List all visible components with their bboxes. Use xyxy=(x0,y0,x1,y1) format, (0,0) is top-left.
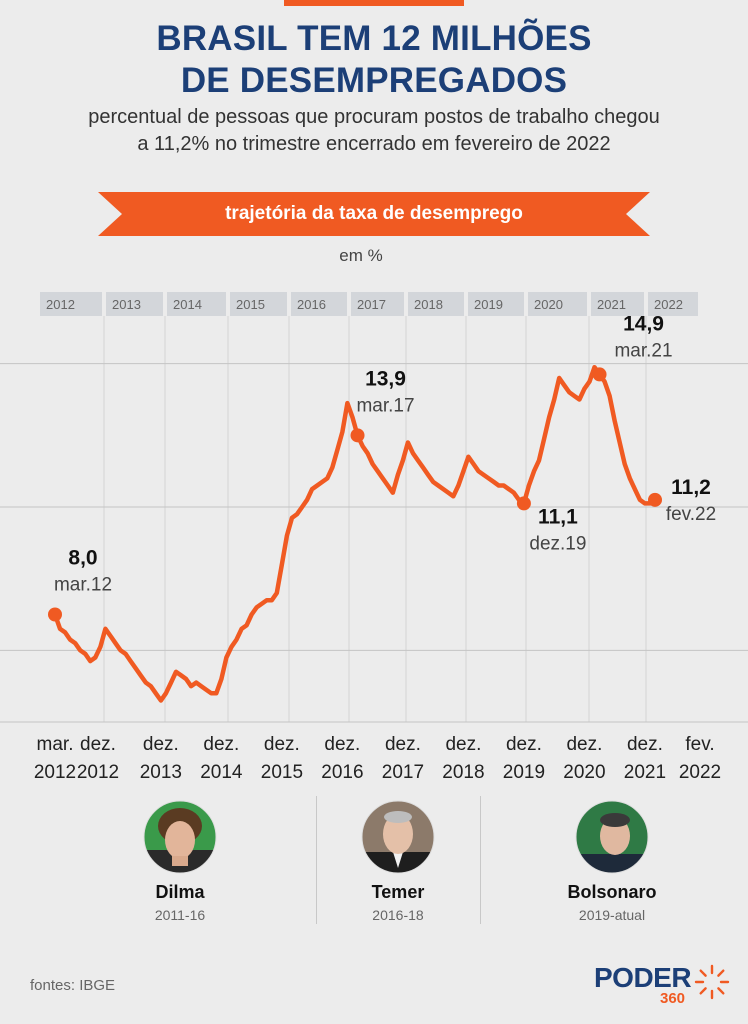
year-band xyxy=(351,292,404,316)
x-tick-label: 2021 xyxy=(624,762,666,783)
highlight-point xyxy=(48,607,62,622)
x-tick-label: fev. xyxy=(685,734,714,755)
x-tick-label: dez. xyxy=(385,734,421,755)
x-tick-label: 2020 xyxy=(563,762,605,783)
annotation-value: 14,9 xyxy=(623,312,664,335)
annotation-value: 11,1 xyxy=(538,505,578,528)
year-band xyxy=(106,292,163,316)
year-band xyxy=(230,292,287,316)
year-band-label: 2013 xyxy=(112,297,141,312)
x-tick-label: 2017 xyxy=(382,762,424,783)
x-tick-label: 2016 xyxy=(321,762,363,783)
annotation-label: mar.12 xyxy=(54,575,112,596)
year-band xyxy=(291,292,347,316)
president-term: 2019-atual xyxy=(578,907,646,923)
highlight-point xyxy=(592,367,607,382)
x-tick-label: dez. xyxy=(566,734,602,755)
president-term: 2016-18 xyxy=(372,907,424,923)
year-band xyxy=(591,292,644,316)
president-dilma: Dilma 2011-16 xyxy=(100,800,260,923)
annotation-value: 13,9 xyxy=(365,367,406,390)
divider xyxy=(480,796,481,924)
logo-text: PODER xyxy=(594,962,692,993)
x-tick-label: dez. xyxy=(627,734,663,755)
x-tick-label: 2012 xyxy=(77,762,119,783)
x-tick-label: 2013 xyxy=(140,762,182,783)
dilma-portrait-icon xyxy=(143,800,217,874)
annotation-value: 8,0 xyxy=(68,547,97,570)
top-accent-bar xyxy=(284,0,464,6)
x-tick-label: dez. xyxy=(506,734,542,755)
logo-sub: 360 xyxy=(660,990,686,1007)
temer-portrait-icon xyxy=(361,800,435,874)
year-band xyxy=(40,292,102,316)
x-tick-label: dez. xyxy=(143,734,179,755)
sun-icon xyxy=(694,964,730,1000)
year-band-label: 2014 xyxy=(173,297,202,312)
unemployment-line xyxy=(52,364,658,703)
x-tick-label: dez. xyxy=(203,734,239,755)
year-band-label: 2018 xyxy=(414,297,443,312)
president-term: 2011-16 xyxy=(154,907,206,923)
year-band-label: 2020 xyxy=(534,297,563,312)
year-band-label: 2017 xyxy=(357,297,386,312)
subtitle-line-1: percentual de pessoas que procuram posto… xyxy=(88,106,660,128)
year-band xyxy=(468,292,524,316)
year-band xyxy=(408,292,464,316)
page-subtitle: percentual de pessoas que procuram posto… xyxy=(20,104,728,158)
x-tick-label: dez. xyxy=(264,734,300,755)
x-tick-label: 2022 xyxy=(679,762,721,783)
annotation-value: 11,2 xyxy=(671,476,711,499)
x-tick-label: dez. xyxy=(445,734,481,755)
poder360-logo: PODER 360 xyxy=(594,962,734,1012)
x-tick-label: 2015 xyxy=(261,762,303,783)
president-name: Temer xyxy=(371,882,425,902)
annotation-label: mar.17 xyxy=(356,395,414,416)
divider xyxy=(316,796,317,924)
x-tick-label: 2014 xyxy=(200,762,243,783)
unemployment-chart: 2012 2013 2014 2015 2016 2017 2018 2019 2020 2021… xyxy=(0,292,748,783)
title-line-2: DE DESEMPREGADOS xyxy=(180,61,568,100)
year-band xyxy=(648,292,698,316)
annotation-label: fev.22 xyxy=(666,504,716,525)
year-band-label: 2019 xyxy=(474,297,503,312)
subtitle-line-2: a 11,2% no trimestre encerrado em fevere… xyxy=(137,133,611,155)
annotation-label: mar.21 xyxy=(614,340,672,361)
year-band-label: 2016 xyxy=(297,297,326,312)
x-tick-label: 2019 xyxy=(503,762,545,783)
president-name: Dilma xyxy=(155,882,205,902)
highlight-point xyxy=(648,492,662,507)
x-tick-label: dez. xyxy=(324,734,360,755)
bolsonaro-portrait-icon xyxy=(575,800,649,874)
unit-label: em % xyxy=(339,246,383,265)
x-tick-label: 2018 xyxy=(442,762,484,783)
year-band xyxy=(167,292,226,316)
banner-title: trajetória da taxa de desemprego xyxy=(225,203,523,224)
x-tick-label: dez. xyxy=(80,734,116,755)
year-band-label: 2012 xyxy=(46,297,75,312)
annotation-label: dez.19 xyxy=(529,533,586,554)
highlight-point xyxy=(350,428,365,443)
year-band-label: 2015 xyxy=(236,297,265,312)
page-title: BRASIL TEM 12 MILHÕES DE DESEMPREGADOS xyxy=(0,18,748,102)
chart-banner: trajetória da taxa de desemprego xyxy=(98,192,650,236)
highlight-point xyxy=(516,496,531,511)
source-note: fontes: IBGE xyxy=(30,977,116,994)
title-line-1: BRASIL TEM 12 MILHÕES xyxy=(156,19,592,58)
president-name: Bolsonaro xyxy=(567,882,657,902)
x-tick-label: 2012 xyxy=(34,762,76,783)
president-temer: Temer 2016-18 xyxy=(318,800,478,923)
year-band xyxy=(528,292,587,316)
year-band-label: 2021 xyxy=(597,297,626,312)
president-bolsonaro: Bolsonaro 2019-atual xyxy=(532,800,692,923)
year-band-label: 2022 xyxy=(654,297,683,312)
x-tick-label: mar. xyxy=(37,734,74,755)
banner-ribbon xyxy=(98,192,650,236)
